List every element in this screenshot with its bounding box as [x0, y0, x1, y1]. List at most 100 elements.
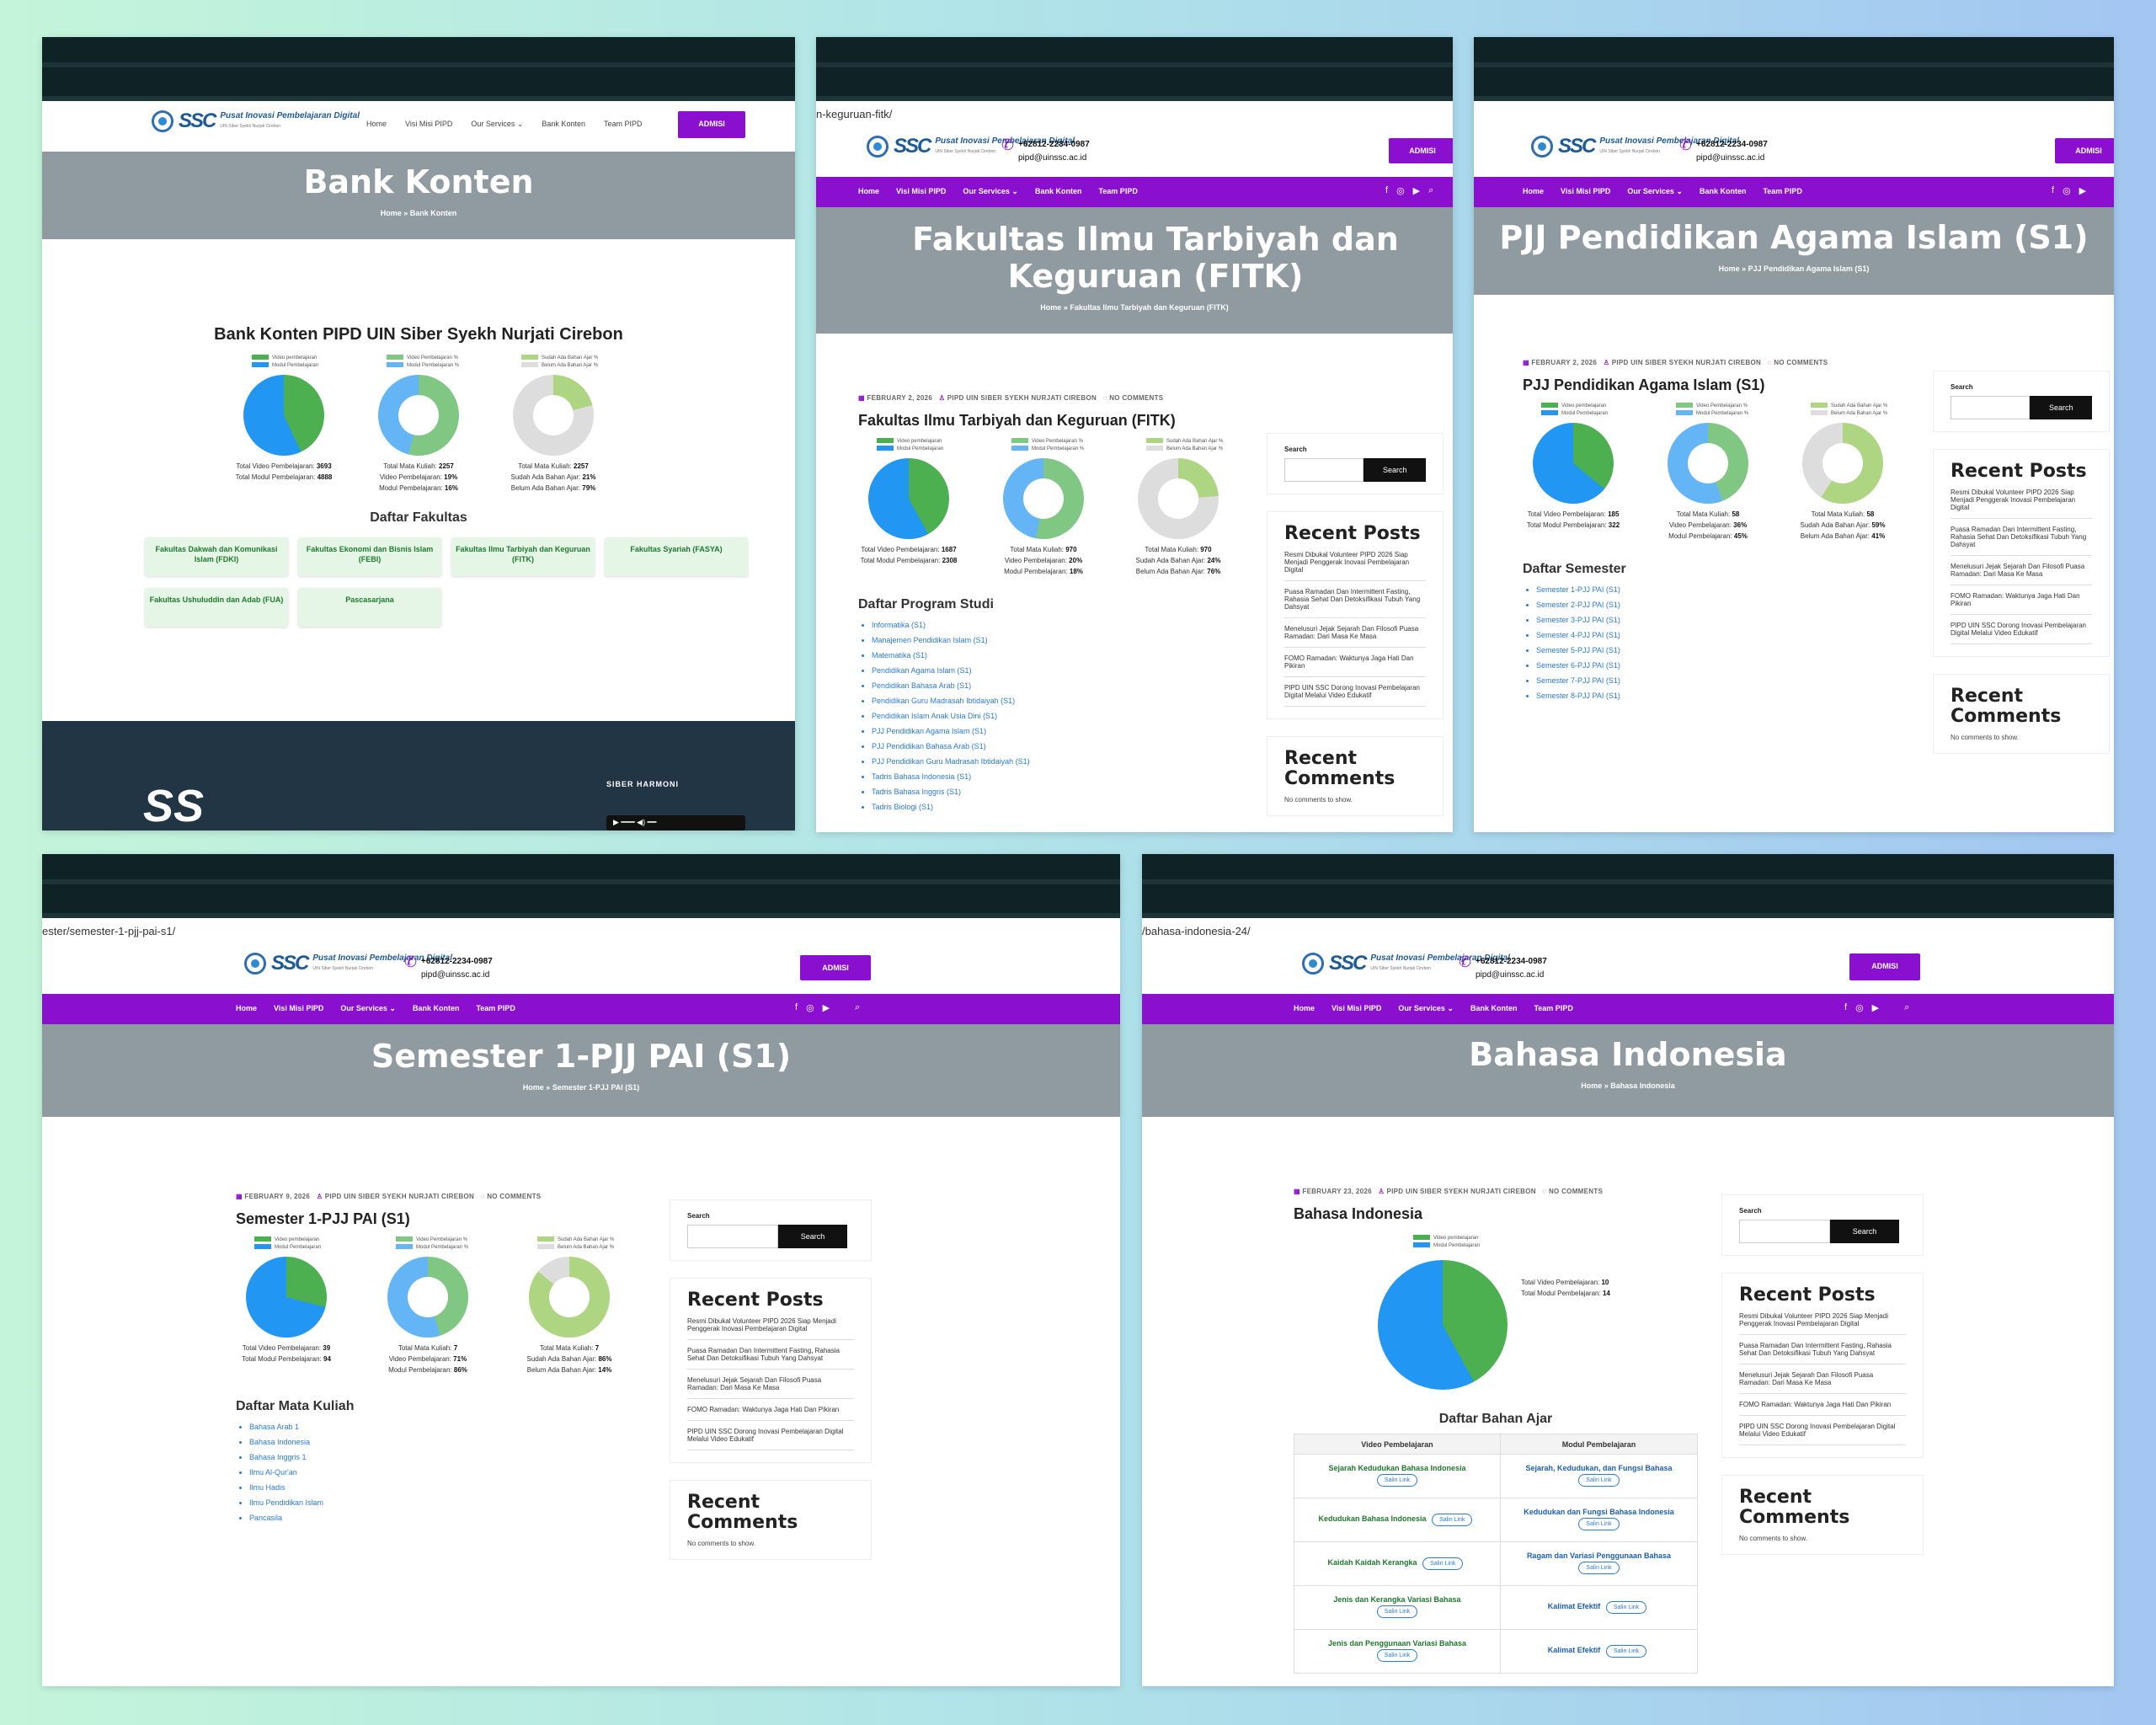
post-author[interactable]: PIPD UIN SIBER SYEKH NURJATI CIREBON	[947, 394, 1097, 402]
list-item[interactable]: Bahasa Indonesia	[249, 1434, 657, 1450]
recent-post-link[interactable]: Resmi Dibukal Volunteer PIPD 2026 Siap M…	[1951, 482, 2092, 519]
recent-post-link[interactable]: Resmi Dibukal Volunteer PIPD 2026 Siap M…	[1739, 1306, 1906, 1335]
breadcrumb-home[interactable]: Home	[380, 209, 402, 217]
modul-link[interactable]: Ragam dan Variasi Penggunaan Bahasa	[1526, 1551, 1671, 1560]
salin-link-button[interactable]: Salin Link	[1376, 1649, 1418, 1662]
nav-team[interactable]: Team PIPD	[1763, 187, 1802, 195]
list-item[interactable]: Informatika (S1)	[872, 617, 1254, 633]
recent-post-link[interactable]: FOMO Ramadan: Waktunya Jaga Hati Dan Pik…	[1951, 585, 2092, 615]
fakultas-card[interactable]: Pascasarjana	[298, 588, 441, 627]
nav-bank-konten[interactable]: Bank Konten	[1699, 187, 1747, 195]
url-bar[interactable]: n-keguruan-fitk/	[816, 108, 893, 120]
list-item[interactable]: Semester 5-PJJ PAI (S1)	[1536, 643, 1935, 658]
post-comments[interactable]: NO COMMENTS	[1774, 359, 1828, 366]
youtube-icon[interactable]: ▶	[822, 1003, 830, 1013]
contact-phone[interactable]: +62812-2234-0987	[421, 957, 493, 966]
nav-visi-misi[interactable]: Visi Misi PIPD	[896, 187, 947, 195]
post-comments[interactable]: NO COMMENTS	[487, 1193, 542, 1200]
fakultas-card[interactable]: Fakultas Ushuluddin dan Adab (FUA)	[145, 588, 288, 627]
nav-team[interactable]: Team PIPD	[1534, 1004, 1573, 1012]
nav-home[interactable]: Home	[1523, 187, 1545, 195]
nav-bank-konten[interactable]: Bank Konten	[1034, 187, 1082, 195]
search-icon[interactable]: ⌕	[1428, 185, 1434, 195]
modul-link[interactable]: Kalimat Efektif	[1547, 1602, 1601, 1610]
nav-our-services[interactable]: Our Services ⌄	[1398, 1004, 1454, 1012]
contact-email[interactable]: pipd@uinssc.ac.id	[1018, 153, 1087, 163]
nav-home[interactable]: Home	[236, 1004, 258, 1012]
url-bar[interactable]: /bahasa-indonesia-24/	[1142, 925, 1251, 937]
salin-link-button[interactable]: Salin Link	[1422, 1557, 1464, 1570]
recent-post-link[interactable]: Puasa Ramadan Dan Intermittent Fasting, …	[1284, 581, 1426, 618]
contact-phone[interactable]: +62812-2234-0987	[1018, 140, 1090, 149]
contact-email[interactable]: pipd@uinssc.ac.id	[1696, 153, 1765, 163]
salin-link-button[interactable]: Salin Link	[1605, 1601, 1647, 1614]
admisi-button[interactable]: ADMISI	[1849, 953, 1920, 980]
fakultas-card[interactable]: Fakultas Syariah (FASYA)	[605, 537, 748, 576]
search-input[interactable]	[1284, 458, 1364, 482]
list-item[interactable]: Pendidikan Islam Anak Usia Dini (S1)	[872, 708, 1254, 724]
recent-post-link[interactable]: Puasa Ramadan Dan Intermittent Fasting, …	[1739, 1335, 1906, 1365]
facebook-icon[interactable]: f	[2052, 185, 2055, 195]
recent-post-link[interactable]: Resmi Dibukal Volunteer PIPD 2026 Siap M…	[1284, 544, 1426, 581]
audio-player[interactable]: ▶ ━━━ ◀) ━━	[606, 815, 745, 830]
nav-home[interactable]: Home	[858, 187, 880, 195]
contact-email[interactable]: pipd@uinssc.ac.id	[421, 970, 490, 980]
site-logo[interactable]: SSC Pusat Inovasi Pembelajaran Digital UI…	[244, 952, 452, 975]
list-item[interactable]: Ilmu Hadis	[249, 1480, 657, 1495]
list-item[interactable]: Ilmu Pendidikan Islam	[249, 1495, 657, 1510]
recent-post-link[interactable]: Puasa Ramadan Dan Intermittent Fasting, …	[1951, 519, 2092, 556]
fakultas-card[interactable]: Fakultas Dakwah dan Komunikasi Islam (FD…	[145, 537, 288, 576]
recent-post-link[interactable]: FOMO Ramadan: Waktunya Jaga Hati Dan Pik…	[1739, 1394, 1906, 1416]
admisi-button[interactable]: ADMISI	[1389, 138, 1453, 163]
list-item[interactable]: Pendidikan Guru Madrasah Ibtidaiyah (S1)	[872, 693, 1254, 708]
fakultas-card[interactable]: Fakultas Ilmu Tarbiyah dan Keguruan (FIT…	[451, 537, 595, 576]
youtube-icon[interactable]: ▶	[1871, 1003, 1880, 1013]
list-item[interactable]: Tadris Bahasa Indonesia (S1)	[872, 769, 1254, 784]
url-bar[interactable]: ester/semester-1-pjj-pai-s1/	[42, 925, 176, 937]
list-item[interactable]: Semester 8-PJJ PAI (S1)	[1536, 688, 1935, 703]
modul-link[interactable]: Kalimat Efektif	[1547, 1646, 1601, 1654]
youtube-icon[interactable]: ▶	[1412, 186, 1421, 196]
video-link[interactable]: Kedudukan Bahasa Indonesia	[1318, 1514, 1427, 1523]
recent-post-link[interactable]: PIPD UIN SSC Dorong Inovasi Pembelajaran…	[1739, 1416, 1906, 1445]
search-input[interactable]	[1951, 396, 2031, 419]
list-item[interactable]: Pendidikan Agama Islam (S1)	[872, 663, 1254, 678]
recent-post-link[interactable]: Resmi Dibukal Volunteer PIPD 2026 Siap M…	[687, 1311, 854, 1340]
list-item[interactable]: Bahasa Inggris 1	[249, 1450, 657, 1465]
salin-link-button[interactable]: Salin Link	[1578, 1474, 1620, 1487]
admisi-button[interactable]: ADMISI	[2055, 138, 2114, 163]
modul-link[interactable]: Sejarah, Kedudukan, dan Fungsi Bahasa	[1525, 1464, 1673, 1472]
recent-post-link[interactable]: Menelusuri Jejak Sejarah Dan Filosofi Pu…	[1739, 1365, 1906, 1394]
facebook-icon[interactable]: f	[1844, 1002, 1848, 1012]
recent-post-link[interactable]: PIPD UIN SSC Dorong Inovasi Pembelajaran…	[687, 1421, 854, 1450]
nav-our-services[interactable]: Our Services ⌄	[1627, 187, 1683, 195]
search-button[interactable]: Search	[1830, 1220, 1899, 1243]
site-logo[interactable]: SSC Pusat Inovasi Pembelajaran Digital UI…	[1531, 135, 1739, 158]
list-item[interactable]: Bahasa Arab 1	[249, 1419, 657, 1434]
recent-post-link[interactable]: Menelusuri Jejak Sejarah Dan Filosofi Pu…	[1284, 618, 1426, 648]
recent-post-link[interactable]: Puasa Ramadan Dan Intermittent Fasting, …	[687, 1340, 854, 1370]
admisi-button[interactable]: ADMISI	[800, 955, 871, 980]
nav-home[interactable]: Home	[366, 120, 387, 128]
salin-link-button[interactable]: Salin Link	[1578, 1518, 1620, 1530]
video-link[interactable]: Kaidah Kaidah Kerangka	[1327, 1558, 1417, 1567]
salin-link-button[interactable]: Salin Link	[1376, 1605, 1418, 1618]
post-author[interactable]: PIPD UIN SIBER SYEKH NURJATI CIREBON	[324, 1193, 475, 1200]
recent-post-link[interactable]: FOMO Ramadan: Waktunya Jaga Hati Dan Pik…	[687, 1399, 854, 1421]
list-item[interactable]: Tadris Bahasa Inggris (S1)	[872, 784, 1254, 799]
list-item[interactable]: Semester 1-PJJ PAI (S1)	[1536, 582, 1935, 597]
post-author[interactable]: PIPD UIN SIBER SYEKH NURJATI CIREBON	[1611, 359, 1762, 366]
breadcrumb-home[interactable]: Home	[1718, 264, 1740, 273]
nav-visi-misi[interactable]: Visi Misi PIPD	[1331, 1004, 1382, 1012]
list-item[interactable]: Ilmu Al-Qur'an	[249, 1465, 657, 1480]
list-item[interactable]: Semester 4-PJJ PAI (S1)	[1536, 628, 1935, 643]
instagram-icon[interactable]: ◎	[2063, 186, 2071, 196]
contact-email[interactable]: pipd@uinssc.ac.id	[1476, 970, 1545, 980]
nav-visi-misi[interactable]: Visi Misi PIPD	[1561, 187, 1611, 195]
instagram-icon[interactable]: ◎	[1855, 1003, 1864, 1013]
post-comments[interactable]: NO COMMENTS	[1109, 394, 1164, 402]
salin-link-button[interactable]: Salin Link	[1605, 1645, 1647, 1658]
nav-visi-misi[interactable]: Visi Misi PIPD	[405, 120, 453, 128]
site-logo[interactable]: SSC Pusat Inovasi Pembelajaran Digital UI…	[152, 109, 360, 133]
search-button[interactable]: Search	[2030, 396, 2092, 419]
